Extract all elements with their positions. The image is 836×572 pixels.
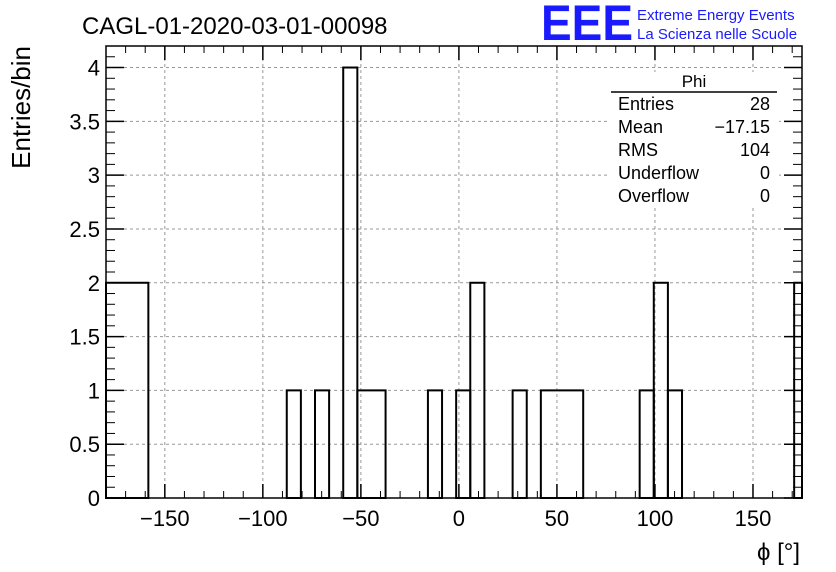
y-tick-label: 0 bbox=[88, 486, 100, 511]
stats-row-value: 104 bbox=[740, 140, 770, 160]
stats-row-label: Entries bbox=[618, 94, 674, 114]
axis-ticks bbox=[106, 46, 802, 499]
stats-row-value: 0 bbox=[760, 186, 770, 206]
x-tick-label: −150 bbox=[140, 506, 190, 531]
stats-row-label: Mean bbox=[618, 117, 663, 137]
x-tick-label: 100 bbox=[637, 506, 674, 531]
stats-box-title: Phi bbox=[682, 72, 707, 91]
stats-row-label: Overflow bbox=[618, 186, 690, 206]
grid-lines bbox=[106, 46, 802, 498]
x-tick-label: 0 bbox=[453, 506, 465, 531]
histogram-bar bbox=[342, 66, 359, 500]
stats-row-value: 28 bbox=[750, 94, 770, 114]
x-axis-label: ϕ [°] bbox=[757, 539, 800, 566]
y-tick-label: 0.5 bbox=[69, 432, 100, 457]
stats-row-value: 0 bbox=[760, 163, 770, 183]
y-tick-labels: 0 0.5 1 1.5 2 2.5 3 3.5 4 bbox=[69, 56, 100, 511]
x-tick-label: 50 bbox=[545, 506, 569, 531]
chart-title: CAGL-01-2020-03-01-00098 bbox=[82, 13, 388, 40]
x-tick-label: −100 bbox=[238, 506, 288, 531]
stats-box-background bbox=[607, 72, 779, 208]
x-tick-labels: −150 −100 −50 0 50 100 150 bbox=[140, 506, 771, 531]
stats-row-value: −17.15 bbox=[714, 117, 770, 137]
y-axis-label: Entries/bin bbox=[6, 46, 36, 169]
stats-box: Phi Entries 28 Mean −17.15 RMS 104 Underflow 0 O… bbox=[607, 72, 779, 208]
logo-line2: La Scienza nelle Scuole bbox=[637, 26, 797, 43]
y-tick-label: 3 bbox=[88, 163, 100, 188]
eee-logo: EEE Extreme Energy Events La Scienza nel… bbox=[541, 0, 797, 51]
y-tick-label: 2 bbox=[88, 271, 100, 296]
eee-logo-mark: EEE bbox=[541, 0, 633, 51]
y-tick-label: 3.5 bbox=[69, 109, 100, 134]
y-tick-label: 1.5 bbox=[69, 325, 100, 350]
logo-line1: Extreme Energy Events bbox=[637, 7, 795, 24]
y-tick-label: 4 bbox=[88, 56, 100, 81]
stats-row-label: Underflow bbox=[618, 163, 700, 183]
y-tick-label: 1 bbox=[88, 378, 100, 403]
stats-row-label: RMS bbox=[618, 140, 658, 160]
y-tick-label: 2.5 bbox=[69, 217, 100, 242]
x-tick-label: 150 bbox=[735, 506, 772, 531]
x-tick-label: −50 bbox=[342, 506, 379, 531]
